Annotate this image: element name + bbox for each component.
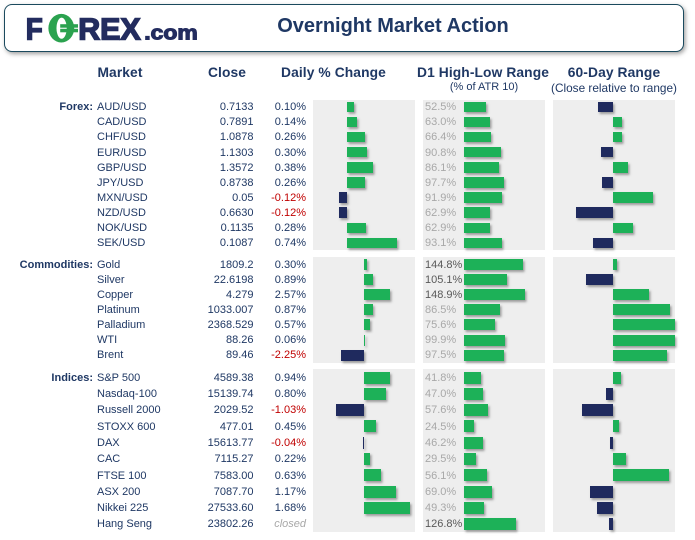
svg-text:.com: .com	[144, 23, 198, 45]
svg-text:F: F	[26, 12, 43, 47]
svg-text:REX: REX	[78, 12, 141, 47]
